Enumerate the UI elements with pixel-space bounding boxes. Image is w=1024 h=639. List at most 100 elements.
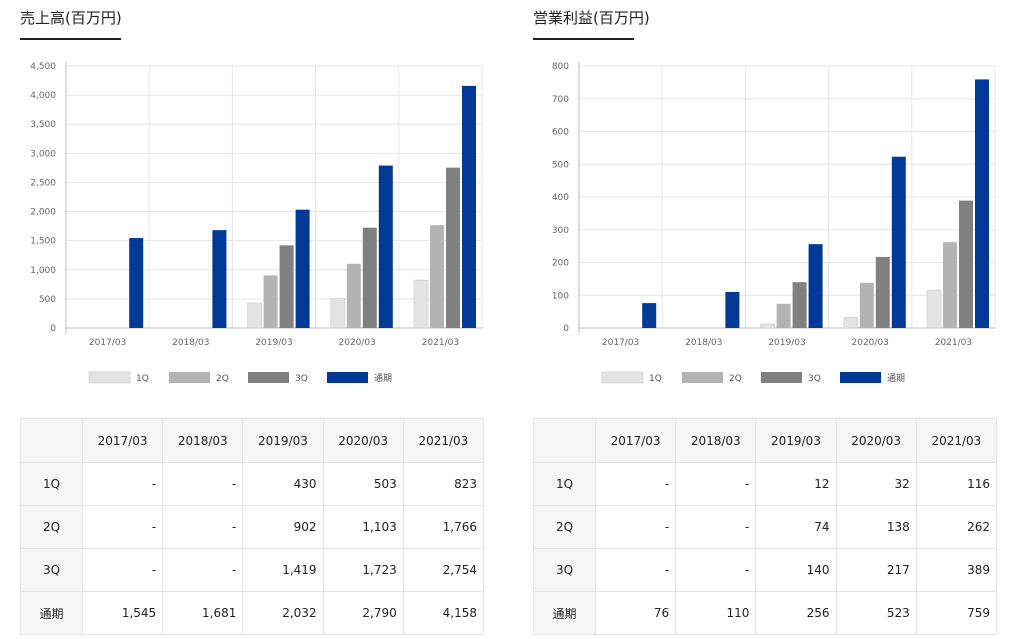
table-cell: - (675, 462, 757, 506)
column-header: 2017/03 (81, 418, 164, 463)
column-header: 2017/03 (594, 418, 677, 463)
bar (446, 167, 460, 328)
table-cell: - (81, 462, 164, 506)
y-tick-label: 3,000 (30, 149, 56, 159)
sales-table: 2017/03 2018/03 2019/03 2020/03 2021/03 1Q - -4… (20, 418, 485, 635)
table-row: 2Q - -902 1,103 1,766 (20, 505, 485, 549)
column-header: 2019/03 (242, 418, 324, 463)
operating-profit-table: 2017/03 2018/03 2019/03 2020/03 2021/03 1Q - -1… (533, 418, 998, 635)
legend-label: 3Q (808, 374, 821, 384)
table-cell: - (81, 548, 164, 592)
y-tick-label: 1,500 (30, 237, 56, 247)
table-cell: - (675, 505, 757, 549)
table-corner (20, 418, 83, 463)
table-cell: 823 (402, 462, 485, 506)
y-tick-label: 1,000 (30, 266, 56, 276)
table-row: 通期 76 110 256 523 759 (533, 591, 998, 635)
column-header: 2020/03 (322, 418, 404, 463)
x-tick-label: 2021/03 (422, 338, 459, 348)
legend-label: 1Q (136, 374, 149, 384)
y-tick-label: 4,500 (30, 62, 56, 72)
column-header: 2021/03 (402, 418, 485, 463)
row-header: 2Q (20, 505, 83, 549)
column-header: 2019/03 (755, 418, 837, 463)
table-cell: 217 (835, 548, 917, 592)
table-cell: 4,158 (402, 591, 485, 635)
legend-swatch (88, 371, 131, 384)
table-cell: 1,103 (322, 505, 404, 549)
legend-label: 1Q (649, 374, 662, 384)
y-tick-label: 0 (563, 324, 569, 334)
table-cell: 262 (915, 505, 998, 549)
operating-profit-chart-title: 営業利益(百万円) (533, 9, 650, 27)
sales-chart-title: 売上高(百万円) (20, 9, 122, 27)
bar (129, 238, 144, 328)
bar (959, 200, 973, 328)
table-cell: - (675, 548, 757, 592)
x-tick-label: 2020/03 (339, 338, 376, 348)
table-cell: 256 (755, 591, 837, 635)
table-cell: 74 (755, 505, 837, 549)
table-cell: - (594, 505, 677, 549)
table-cell: 503 (322, 462, 404, 506)
legend-swatch (682, 372, 723, 383)
row-header: 1Q (533, 462, 596, 506)
bar (725, 291, 740, 328)
bar (975, 79, 989, 329)
y-tick-label: 300 (552, 226, 569, 236)
bar (430, 225, 444, 328)
table-cell: 110 (675, 591, 757, 635)
y-tick-label: 2,000 (30, 208, 56, 218)
bar (279, 245, 294, 328)
y-tick-label: 200 (552, 259, 569, 269)
bar (247, 302, 262, 329)
row-header: 3Q (533, 548, 596, 592)
title-underline (533, 38, 634, 40)
legend-swatch (761, 372, 802, 383)
bar (792, 282, 807, 328)
table-cell: 523 (835, 591, 917, 635)
table-cell: - (162, 505, 244, 549)
table-cell: - (594, 548, 677, 592)
x-tick-label: 2019/03 (255, 338, 292, 348)
bar (891, 156, 906, 328)
table-cell: 1,545 (81, 591, 164, 635)
legend-label: 2Q (216, 374, 229, 384)
y-tick-label: 500 (39, 295, 56, 305)
bar (462, 85, 476, 328)
table-cell: 12 (755, 462, 837, 506)
table-cell: 138 (835, 505, 917, 549)
legend-label: 3Q (295, 374, 308, 384)
table-corner (533, 418, 596, 463)
table-cell: - (81, 505, 164, 549)
table-cell: 2,032 (242, 591, 324, 635)
table-cell: - (162, 548, 244, 592)
bar (413, 279, 429, 329)
table-cell: 116 (915, 462, 998, 506)
table-cell: - (162, 462, 244, 506)
table-cell: 1,766 (402, 505, 485, 549)
legend-swatch (248, 372, 289, 383)
row-header: 3Q (20, 548, 83, 592)
y-tick-label: 500 (552, 160, 569, 170)
bar (875, 256, 890, 328)
y-tick-label: 800 (552, 62, 569, 72)
row-header: 通期 (20, 591, 83, 635)
table-cell: 1,419 (242, 548, 324, 592)
table-cell: 2,754 (402, 548, 485, 592)
y-tick-label: 700 (552, 95, 569, 105)
table-cell: 759 (915, 591, 998, 635)
bar (263, 275, 278, 328)
bar (859, 282, 874, 328)
x-tick-label: 2018/03 (172, 338, 209, 348)
y-tick-label: 600 (552, 128, 569, 138)
row-header: 通期 (533, 591, 596, 635)
y-tick-label: 2,500 (30, 178, 56, 188)
column-header: 2021/03 (915, 418, 998, 463)
legend-swatch (327, 372, 368, 383)
bar (378, 165, 393, 328)
bar (776, 303, 791, 328)
x-tick-label: 2021/03 (935, 338, 972, 348)
operating-profit-bar-chart: 0 100 200 300 400 500 600 700 800 2017/03 2018/03 2… (552, 62, 996, 384)
legend-label: 2Q (729, 374, 742, 384)
